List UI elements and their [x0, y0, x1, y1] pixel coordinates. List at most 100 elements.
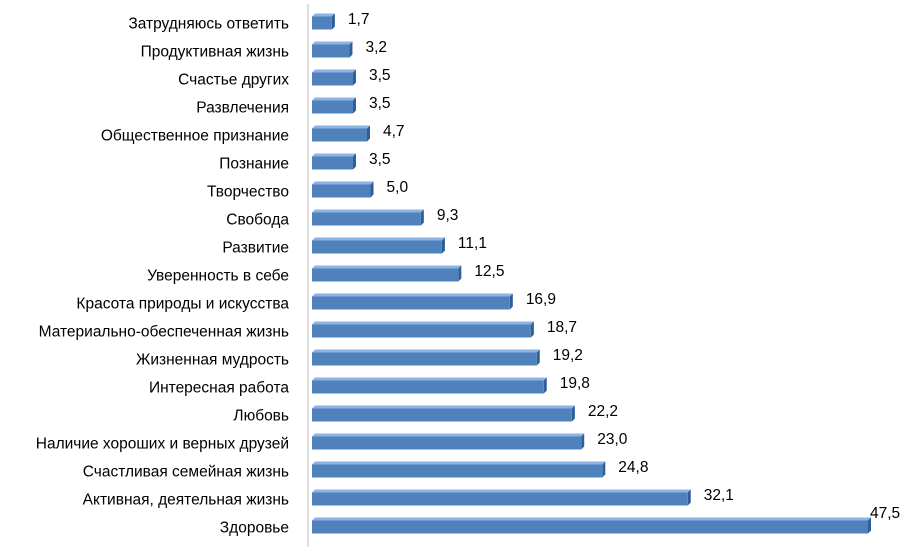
bar-side-face: [458, 265, 462, 282]
value-label: 16,9: [526, 291, 556, 308]
bar: [312, 97, 356, 114]
bar-top-face: [312, 405, 575, 409]
bar-side-face: [602, 461, 606, 478]
bar-top-face: [312, 293, 513, 297]
value-label: 3,5: [369, 67, 391, 84]
bar-side-face: [509, 293, 513, 310]
category-label: Развлечения: [196, 100, 289, 117]
bar-front-face: [312, 184, 371, 198]
bar-front-face: [312, 212, 421, 226]
value-label: 19,2: [553, 347, 583, 364]
bar-side-face: [536, 349, 540, 366]
value-label: 3,5: [369, 95, 391, 112]
bar-side-face: [581, 433, 585, 450]
value-label: 18,7: [547, 319, 577, 336]
category-label: Развитие: [222, 240, 289, 257]
bar-front-face: [312, 464, 603, 478]
category-label: Общественное признание: [101, 128, 289, 145]
value-label: 3,5: [369, 151, 391, 168]
bar-side-face: [352, 97, 356, 114]
bar-front-face: [312, 436, 582, 450]
bar-front-face: [312, 72, 353, 86]
bar: [312, 265, 462, 282]
bar: [312, 433, 585, 450]
bar-top-face: [312, 125, 371, 129]
category-labels: Затрудняюсь ответить Продуктивная жизнь Сч…: [36, 16, 290, 537]
category-label: Интересная работа: [149, 380, 289, 397]
bar: [312, 209, 424, 226]
bar-top-face: [312, 97, 356, 101]
bar: [312, 461, 606, 478]
bar-side-face: [367, 125, 371, 142]
value-label: 5,0: [387, 179, 409, 196]
category-label: Наличие хороших и верных друзей: [36, 436, 289, 453]
bar-front-face: [312, 268, 459, 282]
bar-front-face: [312, 492, 688, 506]
value-label: 24,8: [618, 459, 648, 476]
category-label: Счастливая семейная жизнь: [83, 464, 289, 481]
value-label: 23,0: [597, 431, 628, 448]
bar-front-face: [312, 100, 353, 114]
bar: [312, 517, 871, 534]
bar: [312, 13, 335, 30]
bar: [312, 377, 547, 394]
bar-top-face: [312, 209, 424, 213]
category-label: Свобода: [226, 212, 289, 229]
bar-series: [312, 13, 871, 534]
bar-front-face: [312, 156, 353, 170]
category-label: Активная, деятельная жизнь: [83, 492, 289, 509]
bar-top-face: [312, 181, 374, 185]
bar-front-face: [312, 16, 332, 30]
bar-front-face: [312, 296, 510, 310]
bar-side-face: [530, 321, 534, 338]
category-label: Любовь: [233, 408, 289, 425]
value-label: 9,3: [437, 207, 459, 224]
value-labels: 1,7 3,2 3,5 3,5 4,7 3,5 5,0 9,3 11,1 12,5 16,9 18,7…: [348, 11, 900, 522]
bar-front-face: [312, 520, 868, 534]
bar-top-face: [312, 321, 534, 325]
category-label: Счастье других: [178, 72, 289, 89]
bar-side-face: [370, 181, 374, 198]
bar-front-face: [312, 380, 544, 394]
value-label: 22,2: [588, 403, 618, 420]
value-label: 19,8: [560, 375, 590, 392]
bar: [312, 153, 356, 170]
bar: [312, 237, 445, 254]
bar-side-face: [543, 377, 547, 394]
category-label: Творчество: [207, 184, 289, 201]
bar-side-face: [349, 41, 353, 58]
value-label: 1,7: [348, 11, 370, 28]
bar-top-face: [312, 69, 356, 73]
category-label: Красота природы и искусства: [76, 296, 289, 313]
bar: [312, 181, 374, 198]
bar: [312, 489, 691, 506]
bar-side-face: [420, 209, 424, 226]
bar-top-face: [312, 13, 335, 17]
bar-top-face: [312, 237, 445, 241]
bar-side-face: [571, 405, 575, 422]
value-label: 12,5: [474, 263, 504, 280]
bar-side-face: [441, 237, 445, 254]
bar: [312, 405, 575, 422]
bar: [312, 69, 356, 86]
bar: [312, 321, 534, 338]
bar-top-face: [312, 517, 871, 521]
value-label: 47,5: [870, 505, 900, 522]
bar-top-face: [312, 461, 606, 465]
bar-front-face: [312, 408, 572, 422]
bar-side-face: [687, 489, 691, 506]
bar-top-face: [312, 41, 353, 45]
category-label: Уверенность в себе: [147, 268, 289, 285]
bar-top-face: [312, 433, 585, 437]
bar-front-face: [312, 44, 350, 58]
bar-front-face: [312, 128, 368, 142]
bar-top-face: [312, 377, 547, 381]
category-label: Продуктивная жизнь: [141, 44, 289, 61]
bar-side-face: [868, 517, 871, 534]
bar-top-face: [312, 265, 462, 269]
value-label: 11,1: [458, 235, 487, 252]
value-label: 32,1: [704, 487, 734, 504]
bar-side-face: [352, 153, 356, 170]
bar-top-face: [312, 153, 356, 157]
category-label: Познание: [219, 156, 289, 173]
